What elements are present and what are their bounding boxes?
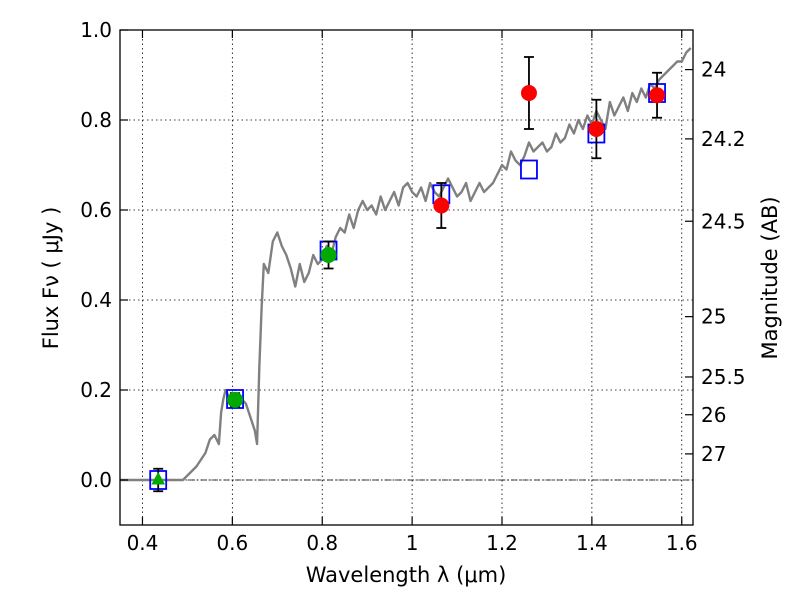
green-data-point — [320, 247, 337, 263]
y-tick-label: 0.6 — [80, 198, 112, 222]
frame-layer — [119, 29, 694, 526]
magnitude-tick-label: 26 — [701, 403, 726, 427]
green-data-point — [227, 391, 244, 408]
red-data-point — [433, 197, 450, 214]
model-spectrum-line — [120, 47, 692, 482]
model-layer — [120, 47, 692, 482]
y-tick-label: 1.0 — [80, 18, 112, 42]
y-tick-label: 0.0 — [80, 468, 112, 492]
x-tick-label: 0.4 — [127, 531, 159, 555]
x-tick-label: 0.6 — [216, 531, 248, 555]
magnitude-tick-label: 25.5 — [701, 365, 746, 389]
synthetic-square-marker — [226, 389, 244, 409]
synthetic-layer — [149, 83, 666, 490]
x-tick-label: 1.2 — [486, 531, 518, 555]
red-data-point — [649, 87, 666, 104]
y-tick-label: 0.2 — [80, 378, 112, 402]
plot-frame — [119, 29, 694, 526]
ticks-layer: 0.4 0.6 0.8 1 1.2 1.4 1.6 0.0 0.2 0.4 0.6 0.8 1.0 24 2… — [80, 18, 745, 555]
y-tick-label: 0.8 — [80, 108, 112, 132]
magnitude-tick-label: 27 — [701, 442, 726, 466]
points-layer — [151, 56, 666, 493]
magnitude-tick-label: 25 — [701, 305, 726, 329]
y-axis-right-label: Magnitude (AB) — [758, 196, 782, 359]
upper-limit-triangle-marker — [151, 471, 166, 485]
x-tick-label: 1 — [406, 531, 419, 555]
red-data-point — [520, 85, 537, 101]
magnitude-tick-label: 24.2 — [701, 127, 746, 151]
x-tick-label: 1.6 — [666, 531, 698, 555]
x-tick-label: 0.8 — [306, 531, 338, 555]
x-tick-label: 1.4 — [576, 531, 608, 555]
y-tick-label: 0.4 — [80, 288, 112, 312]
synthetic-square-marker — [520, 159, 538, 180]
red-data-point — [588, 121, 605, 137]
magnitude-tick-label: 24 — [701, 58, 726, 82]
x-axis-label: Wavelength λ (μm) — [306, 563, 507, 587]
y-axis-label: Flux Fν ( μJy ) — [39, 207, 63, 350]
magnitude-tick-label: 24.5 — [701, 209, 746, 233]
